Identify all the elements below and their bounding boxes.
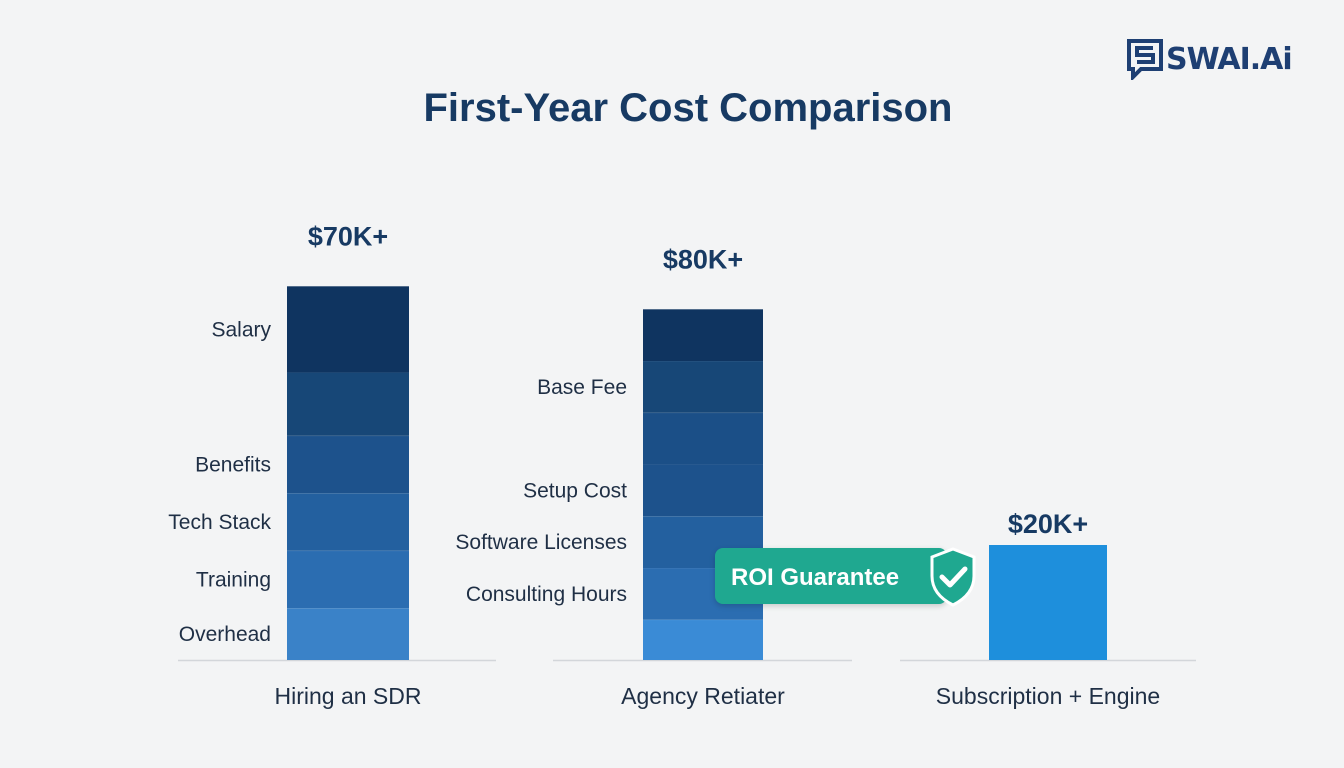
segment-label: Benefits — [195, 454, 271, 477]
category-label: Subscription + Engine — [936, 683, 1160, 709]
bar-segment — [643, 464, 763, 517]
segment-label: Overhead — [179, 623, 271, 646]
total-label: $70K+ — [308, 222, 388, 252]
shield-check-icon — [930, 547, 976, 607]
segment-label: Setup Cost — [523, 479, 627, 502]
roi-guarantee-pill: ROI Guarantee — [715, 548, 947, 604]
category-label: Hiring an SDR — [275, 683, 422, 709]
bar-segment — [989, 545, 1107, 660]
bar-segment — [287, 435, 409, 494]
bar-segment — [287, 608, 409, 660]
segment-label: Software Licenses — [455, 531, 627, 554]
roi-guarantee-label: ROI Guarantee — [731, 564, 900, 591]
bar-segment — [643, 619, 763, 660]
total-label: $20K+ — [1008, 509, 1088, 539]
total-label: $80K+ — [663, 245, 743, 275]
bar-segment — [287, 372, 409, 436]
chart-title: First-Year Cost Comparison — [423, 86, 953, 130]
bar-segment — [287, 493, 409, 551]
segment-label: Consulting Hours — [466, 583, 627, 606]
segment-label: Salary — [211, 318, 271, 341]
roi-guarantee-badge: ROI Guarantee — [715, 546, 979, 607]
segment-label: Tech Stack — [168, 511, 271, 534]
bar-segment — [643, 361, 763, 413]
bar-segment — [643, 412, 763, 465]
segment-label: Base Fee — [537, 376, 627, 399]
brand-logo: SWAI.Ai — [1126, 38, 1293, 80]
brand-name: SWAI.Ai — [1166, 41, 1293, 77]
bar-segment — [287, 550, 409, 609]
category-label: Agency Retiater — [621, 683, 785, 709]
segment-label: Training — [196, 569, 271, 592]
speech-bubble-s-icon — [1127, 39, 1163, 80]
bar-segment — [643, 309, 763, 361]
bar-segment — [287, 286, 409, 373]
